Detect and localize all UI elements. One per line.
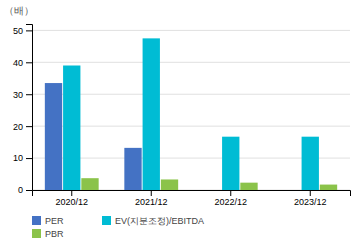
bar	[63, 66, 80, 191]
legend-swatch	[32, 216, 41, 225]
grid	[32, 30, 350, 190]
bar-series	[81, 178, 337, 190]
x-tick-label: 2020/12	[55, 197, 88, 207]
chart: 0 10 20 30 40 50 2020/12 2021/12 2022/12 2023/12 （…	[0, 0, 360, 248]
y-tick-label: 0	[18, 185, 23, 195]
x-tick: 2021/12	[135, 190, 168, 207]
y-tick-label: 30	[13, 90, 23, 100]
y-tick-mark	[26, 190, 32, 191]
x-tick-label: 2021/12	[135, 197, 168, 207]
y-tick-label: 40	[13, 58, 23, 68]
x-tick-mark	[151, 190, 152, 196]
bar	[240, 183, 257, 190]
y-tick: 0	[18, 185, 32, 195]
bar	[143, 38, 160, 190]
grid-line	[32, 62, 350, 63]
bar	[320, 185, 337, 190]
y-tick-label: 20	[13, 122, 23, 132]
y-axis-title: （배）	[4, 5, 34, 16]
legend-label: PBR	[45, 229, 64, 239]
y-tick: 30	[13, 90, 32, 100]
bar	[124, 148, 141, 190]
legend-label: EV(지분조정)/EBITDA	[115, 216, 204, 226]
bar	[81, 178, 98, 190]
x-tick-label: 2023/12	[294, 197, 327, 207]
bar	[45, 83, 62, 190]
bar	[161, 179, 178, 190]
x-tick: 2023/12	[294, 190, 327, 207]
y-axis-line	[26, 25, 33, 191]
bar	[204, 190, 221, 191]
bar-series	[63, 38, 319, 190]
x-tick-label: 2022/12	[214, 197, 247, 207]
legend-item: EV(지분조정)/EBITDA	[102, 216, 204, 226]
y-tick-mark	[26, 126, 32, 127]
x-axis-line	[33, 191, 351, 197]
legend-label: PER	[45, 216, 64, 226]
plot: 0 10 20 30 40 50 2020/12 2021/12 2022/12 2023/12	[13, 25, 351, 208]
bar	[222, 137, 239, 190]
bars	[45, 38, 337, 190]
legend-item: PER	[32, 216, 64, 226]
bar	[302, 137, 319, 190]
y-tick-mark	[26, 158, 32, 159]
bar-series	[45, 83, 142, 190]
y-tick-label: 10	[13, 153, 23, 163]
x-axis: 2020/12 2021/12 2022/12 2023/12	[33, 190, 351, 207]
y-tick-mark	[26, 30, 32, 31]
y-tick: 40	[13, 58, 32, 68]
y-tick-label: 50	[13, 26, 23, 36]
x-tick: 2022/12	[214, 190, 247, 207]
y-tick: 50	[13, 26, 32, 36]
bar	[283, 190, 300, 191]
y-tick-mark	[26, 94, 32, 95]
x-tick-mark	[310, 190, 311, 196]
x-tick: 2020/12	[55, 190, 88, 207]
y-tick: 20	[13, 122, 32, 132]
y-tick: 10	[13, 153, 32, 163]
y-tick-mark	[26, 62, 32, 63]
legend: PER EV(지분조정)/EBITDA PBR	[32, 216, 204, 239]
x-tick-mark	[71, 190, 72, 196]
grid-line	[32, 30, 350, 31]
legend-swatch	[102, 216, 111, 225]
x-tick-mark	[230, 190, 231, 196]
y-axis: 0 10 20 30 40 50	[13, 25, 33, 196]
legend-item: PBR	[32, 229, 64, 239]
legend-swatch	[32, 229, 41, 238]
